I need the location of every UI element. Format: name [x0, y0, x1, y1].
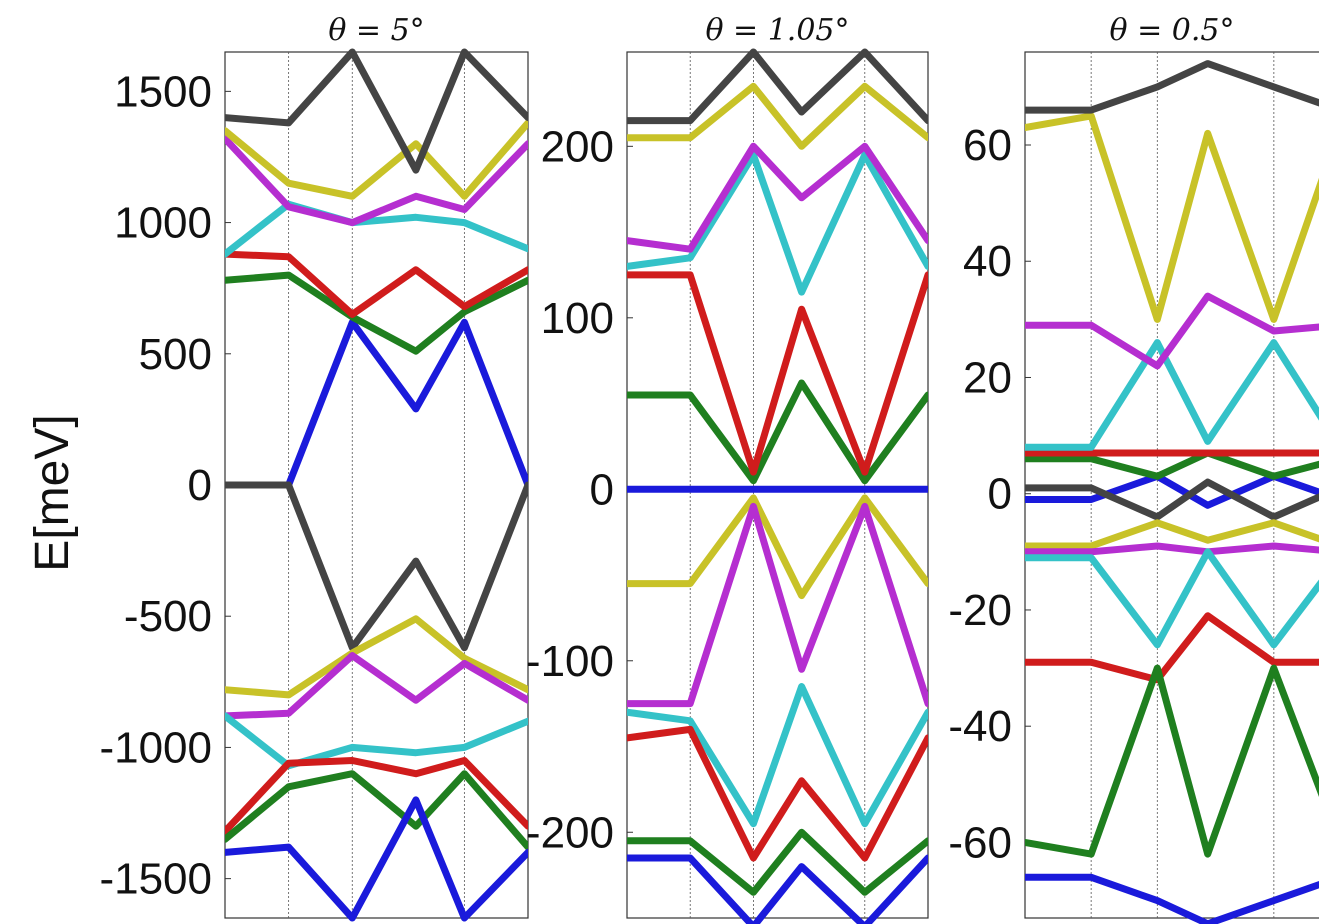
band-line-gray	[1025, 60, 1319, 114]
series-group	[627, 48, 928, 924]
band-line-blue	[1025, 873, 1319, 924]
band-line-cyan	[627, 683, 928, 828]
series-group	[225, 48, 528, 922]
panel-title: θ = 0.5°	[1110, 13, 1235, 48]
band-line-red	[225, 757, 528, 835]
band-line-yellow	[627, 494, 928, 600]
band-line-magenta	[627, 502, 928, 708]
band-line-green	[627, 379, 928, 485]
y-tick-label: 0	[188, 461, 212, 510]
band-line-magenta	[225, 135, 528, 227]
band-line-red	[1025, 612, 1319, 684]
y-tick-label: 100	[541, 294, 614, 343]
band-line-yellow	[627, 82, 928, 150]
plot-frame	[626, 51, 929, 919]
band-line-green	[1025, 449, 1319, 480]
y-tick-label: 1000	[114, 199, 212, 248]
y-tick-label: 0	[590, 465, 614, 514]
y-tick-label: -40	[948, 702, 1012, 751]
y-tick-label: 200	[541, 122, 614, 171]
y-tick-label: -20	[948, 586, 1012, 635]
panel-theta-1-05: θ = 1.05° 200 100 0 -100 -200	[526, 13, 929, 924]
band-line-gray	[225, 481, 528, 652]
band-line-magenta	[225, 652, 528, 720]
band-line-yellow	[1025, 112, 1319, 323]
band-line-blue	[1025, 472, 1319, 509]
band-line-red	[225, 250, 528, 318]
band-line-green	[627, 828, 928, 896]
panel-title: θ = 5°	[328, 13, 424, 48]
y-tick-label: -200	[526, 808, 614, 857]
band-line-cyan	[627, 151, 928, 296]
band-line-blue	[225, 318, 528, 489]
band-line-green	[1025, 664, 1319, 858]
band-line-magenta	[1025, 292, 1319, 370]
y-axis-label-text: E[meV]	[26, 414, 79, 571]
band-line-gray	[1025, 478, 1319, 521]
series-group	[1025, 60, 1319, 924]
y-tick-label: -500	[124, 592, 212, 641]
band-line-red	[627, 725, 928, 862]
y-tick-label: -100	[526, 637, 614, 686]
y-tick-label: 40	[963, 237, 1012, 286]
band-line-yellow	[225, 119, 528, 200]
band-line-gray	[627, 48, 928, 125]
band-line-yellow	[1025, 519, 1319, 550]
y-axis-label: E[meV]	[26, 414, 79, 571]
band-line-cyan	[225, 712, 528, 770]
band-line-magenta	[1025, 542, 1319, 556]
y-tick-label: -1000	[99, 723, 212, 772]
y-tick-label: -60	[948, 818, 1012, 867]
y-tick-label: 0	[988, 470, 1012, 519]
band-line-yellow	[225, 615, 528, 699]
band-line-green	[225, 770, 528, 851]
y-tick-label: -1500	[99, 855, 212, 904]
y-tick-label: 20	[963, 353, 1012, 402]
band-line-gray	[225, 48, 528, 174]
band-line-red	[627, 271, 928, 476]
y-tick-label: 500	[139, 330, 212, 379]
band-line-cyan	[1025, 339, 1319, 451]
panel-theta-0-5: θ = 0.5° 60 40 20 0 -20 -40 -60	[948, 13, 1319, 924]
band-line-cyan	[1025, 548, 1319, 649]
band-line-blue	[225, 796, 528, 922]
band-line-magenta	[627, 142, 928, 253]
panel-title: θ = 1.05°	[705, 13, 849, 48]
y-tick-label: 1500	[114, 67, 212, 116]
band-line-cyan	[225, 200, 528, 258]
panel-theta-5: θ = 5° 1500 1000 500 0 -500 -1000 -1500	[99, 13, 529, 922]
band-line-blue	[627, 854, 928, 924]
y-tick-label: 60	[963, 121, 1012, 170]
band-line-green	[225, 271, 528, 355]
